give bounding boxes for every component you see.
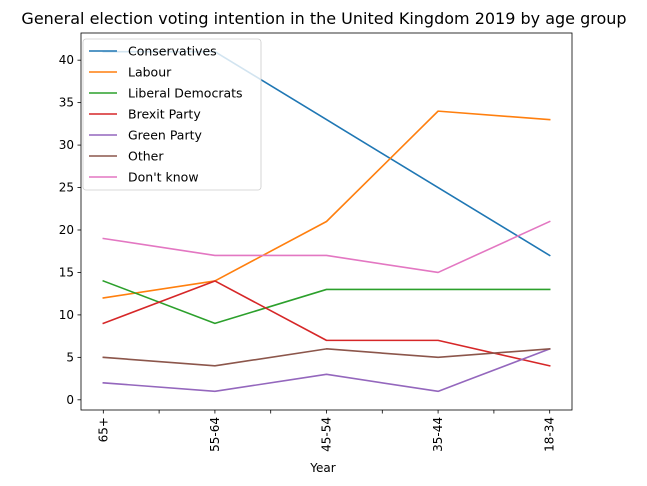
legend: Conservatives Labour Liberal Democrats Brex… [82, 38, 262, 191]
x-tick-label: 45-54 [320, 417, 334, 452]
legend-entry: Don't know [128, 170, 199, 185]
y-tick-label: 15 [59, 265, 74, 279]
y-tick-label: 30 [59, 138, 74, 152]
x-tick-label: 35-44 [431, 417, 445, 452]
y-tick-label: 25 [59, 181, 74, 195]
y-tick-label: 5 [66, 350, 74, 364]
legend-entry: Liberal Democrats [128, 86, 243, 101]
legend-box [82, 38, 262, 191]
x-tick-label: 55-64 [208, 417, 222, 452]
y-tick-label: 0 [66, 393, 74, 407]
series-line-brexit-party [102, 280, 551, 367]
series-line-liberal-democrats [102, 279, 551, 325]
x-tick-label: 65+ [96, 417, 110, 442]
x-tick-label: 18-34 [543, 417, 557, 452]
chart-title: General election voting intention in the… [21, 9, 626, 28]
legend-entry: Other [128, 149, 164, 164]
series-line-don-t-know [102, 220, 551, 274]
y-tick-label: 35 [59, 96, 74, 110]
y-tick-label: 10 [59, 308, 74, 322]
legend-entry: Brexit Party [128, 107, 201, 122]
y-tick-label: 20 [59, 223, 74, 237]
y-tick-label: 40 [59, 53, 74, 67]
legend-entry: Conservatives [128, 44, 217, 59]
axes-layer: 0 5 10 15 20 25 30 35 40 65+ 55-64 45-54 35-44 18-34 [59, 32, 573, 452]
x-axis-label: Year [309, 461, 335, 475]
series-line-green-party [102, 347, 551, 393]
series-line-other [102, 348, 551, 367]
series-line-labour [102, 110, 551, 299]
legend-entry: Green Party [128, 128, 203, 143]
legend-entry: Labour [128, 65, 172, 80]
